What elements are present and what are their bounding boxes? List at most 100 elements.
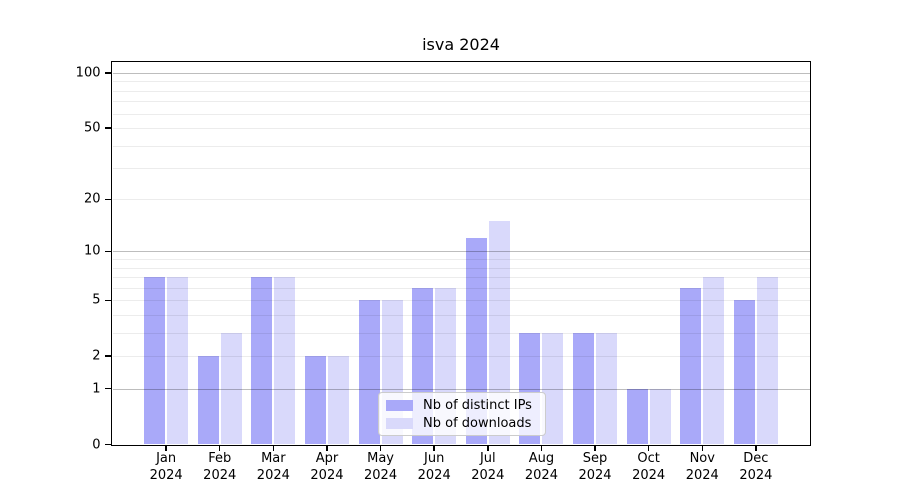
- x-tick-mark-jun-2024: [433, 446, 435, 451]
- x-tick-label-line: Aug: [528, 451, 555, 466]
- x-tick-label-line: 2024: [310, 467, 344, 483]
- x-tick-label-line: Apr: [315, 451, 339, 466]
- x-tick-label-line: 2024: [203, 467, 237, 483]
- bar-nb-of-downloads-apr-2024: [327, 356, 349, 445]
- x-tick-mark-jan-2024: [165, 446, 167, 451]
- x-tick-mark-aug-2024: [540, 446, 543, 451]
- legend-item-distinct-ips: Nb of distinct IPs: [386, 398, 538, 413]
- x-tick-label-line: 2024: [417, 467, 451, 483]
- x-tick-label-line: Dec: [743, 451, 769, 466]
- y-tick-mark-5: [105, 299, 111, 301]
- y-tick-label-20: 20: [83, 191, 101, 207]
- x-tick-label-nov-2024: Nov 2024: [670, 451, 734, 484]
- x-tick-label-apr-2024: Apr 2024: [295, 451, 359, 484]
- x-tick-mark-nov-2024: [701, 446, 704, 451]
- x-tick-mark-sep-2024: [594, 446, 596, 451]
- bar-nb-of-distinct-ips-oct-2024: [626, 388, 648, 445]
- bar-nb-of-downloads-nov-2024: [703, 277, 725, 445]
- minor-gridline-30: [112, 168, 810, 170]
- x-tick-label-dec-2024: Dec 2024: [724, 451, 788, 484]
- x-tick-label-line: 2024: [149, 467, 183, 483]
- x-tick-label-line: Oct: [637, 451, 660, 466]
- minor-gridline-80: [112, 90, 810, 92]
- x-tick-label-line: Sep: [582, 451, 608, 466]
- x-tick-mark-feb-2024: [218, 446, 221, 451]
- x-tick-label-aug-2024: Aug 2024: [509, 451, 573, 484]
- x-tick-label-line: 2024: [739, 467, 773, 483]
- minor-gridline-90: [112, 81, 810, 83]
- bar-nb-of-downloads-oct-2024: [649, 388, 671, 445]
- minor-gridline-70: [112, 101, 810, 103]
- y-tick-mark-100: [105, 72, 111, 74]
- minor-gridline-40: [112, 145, 810, 147]
- x-tick-label-jul-2024: Jul 2024: [456, 451, 520, 484]
- bar-nb-of-downloads-feb-2024: [220, 332, 242, 445]
- x-tick-label-line: Jul: [479, 451, 496, 466]
- x-tick-label-mar-2024: Mar 2024: [241, 451, 305, 484]
- x-tick-label-sep-2024: Sep 2024: [563, 451, 627, 484]
- bar-nb-of-distinct-ips-feb-2024: [197, 356, 219, 445]
- major-gridline-1: [112, 388, 810, 390]
- x-tick-mark-may-2024: [379, 446, 382, 451]
- x-tick-mark-oct-2024: [647, 446, 650, 451]
- x-tick-label-line: Feb: [208, 451, 232, 466]
- legend-swatch-downloads: [386, 417, 413, 429]
- y-tick-mark-1: [105, 387, 111, 390]
- minor-gridline-3: [112, 332, 810, 334]
- y-tick-mark-50: [105, 127, 111, 129]
- y-tick-mark-20: [105, 198, 111, 201]
- x-tick-label-line: 2024: [632, 467, 666, 483]
- chart-title: isva 2024: [422, 35, 500, 54]
- bar-nb-of-downloads-dec-2024: [756, 277, 778, 445]
- bar-nb-of-downloads-aug-2024: [542, 332, 564, 445]
- bar-nb-of-downloads-mar-2024: [274, 277, 296, 445]
- minor-gridline-2: [112, 356, 810, 358]
- y-tick-label-10: 10: [83, 243, 101, 259]
- y-tick-label-5: 5: [92, 292, 101, 308]
- minor-gridline-50: [112, 127, 810, 129]
- x-tick-label-line: 2024: [256, 467, 290, 483]
- legend-label-distinct-ips: Nb of distinct IPs: [423, 397, 532, 413]
- y-tick-mark-10: [105, 250, 111, 253]
- y-tick-label-2: 2: [92, 348, 101, 364]
- x-tick-label-line: Jan: [156, 451, 177, 466]
- minor-gridline-6: [112, 287, 810, 289]
- bar-nb-of-distinct-ips-apr-2024: [304, 356, 326, 445]
- minor-gridline-7: [112, 277, 810, 279]
- x-tick-label-oct-2024: Oct 2024: [617, 451, 681, 484]
- bar-nb-of-distinct-ips-jan-2024: [144, 277, 166, 445]
- bar-nb-of-distinct-ips-may-2024: [358, 300, 380, 445]
- major-gridline-100: [112, 72, 810, 74]
- x-tick-label-jan-2024: Jan 2024: [134, 451, 198, 484]
- bar-nb-of-distinct-ips-dec-2024: [733, 300, 755, 445]
- x-tick-mark-mar-2024: [272, 446, 275, 451]
- y-tick-mark-2: [105, 355, 111, 357]
- bar-nb-of-downloads-sep-2024: [596, 332, 618, 445]
- x-tick-label-line: 2024: [364, 467, 398, 483]
- y-tick-label-1: 1: [92, 381, 101, 397]
- x-tick-mark-apr-2024: [326, 446, 328, 451]
- x-tick-label-may-2024: May 2024: [349, 451, 413, 484]
- bar-nb-of-distinct-ips-nov-2024: [680, 287, 702, 445]
- x-tick-label-line: May: [367, 451, 394, 466]
- legend: Nb of distinct IPs Nb of downloads: [378, 392, 546, 436]
- x-tick-label-line: Nov: [689, 451, 715, 466]
- legend-item-downloads: Nb of downloads: [386, 416, 538, 431]
- minor-gridline-60: [112, 113, 810, 115]
- x-tick-label-feb-2024: Feb 2024: [188, 451, 252, 484]
- legend-swatch-distinct-ips: [386, 399, 413, 411]
- bar-nb-of-downloads-jan-2024: [167, 277, 189, 445]
- y-tick-mark-0: [105, 443, 111, 446]
- x-tick-label-line: 2024: [471, 467, 505, 483]
- y-tick-label-0: 0: [92, 437, 101, 452]
- minor-gridline-9: [112, 259, 810, 261]
- x-tick-label-line: 2024: [685, 467, 719, 483]
- x-tick-mark-dec-2024: [755, 446, 757, 451]
- bar-nb-of-distinct-ips-mar-2024: [251, 277, 273, 445]
- minor-gridline-20: [112, 199, 810, 201]
- x-tick-mark-jul-2024: [487, 446, 489, 451]
- x-tick-label-line: Mar: [261, 451, 286, 466]
- legend-label-downloads: Nb of downloads: [423, 415, 532, 431]
- x-tick-label-jun-2024: Jun 2024: [402, 451, 466, 484]
